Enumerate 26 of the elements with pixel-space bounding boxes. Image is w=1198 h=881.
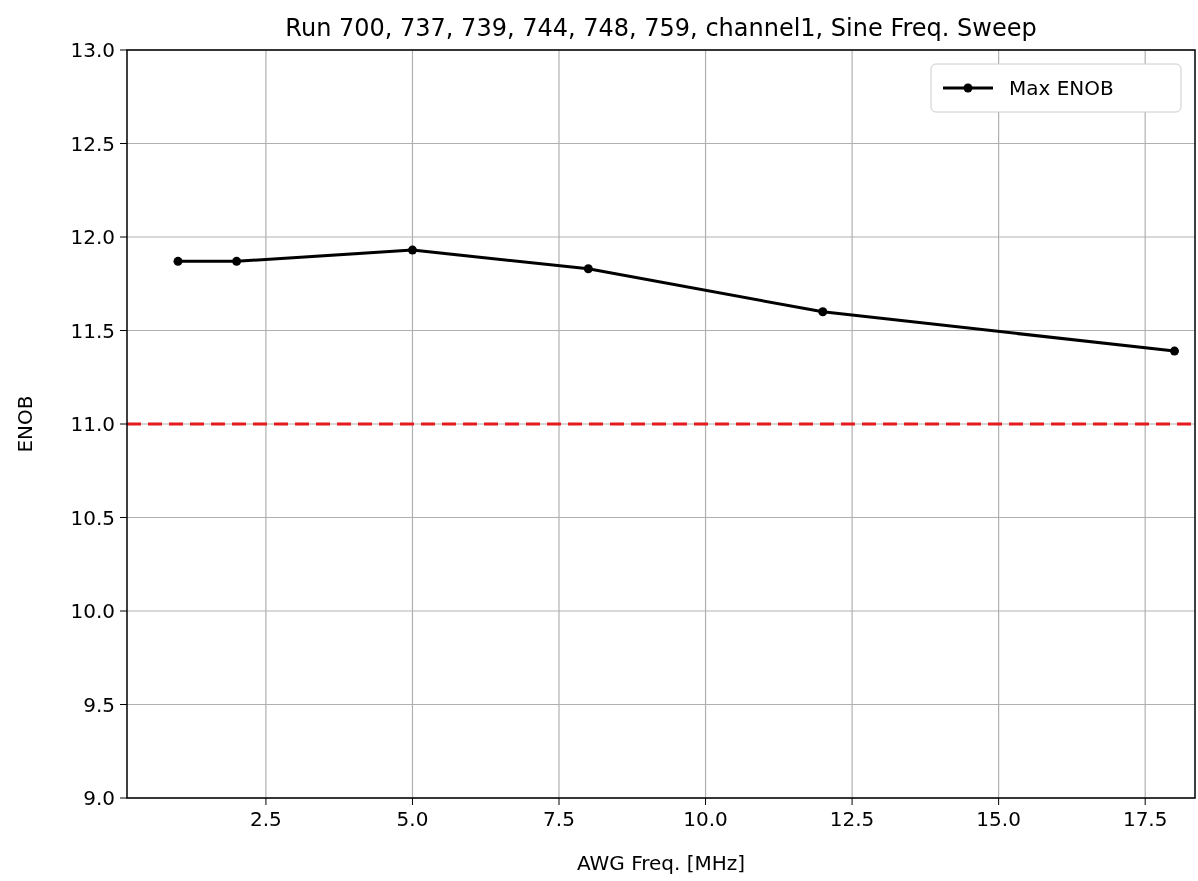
x-tick-label: 17.5	[1122, 807, 1168, 831]
y-tick-label: 12.5	[70, 131, 115, 156]
y-tick-label: 10.0	[70, 599, 115, 623]
y-tick-label: 10.5	[70, 505, 115, 530]
y-tick-label: 11.0	[70, 412, 115, 436]
legend-label: Max ENOB	[1009, 76, 1114, 100]
x-axis-title: AWG Freq. [MHz]	[576, 851, 746, 875]
x-tick-label: 15.0	[976, 807, 1021, 831]
x-tick-label: 12.5	[829, 807, 875, 831]
point	[232, 256, 242, 266]
point	[1169, 346, 1179, 356]
x-tick-label: 7.5	[543, 807, 575, 831]
y-tick-label: 13.0	[70, 38, 115, 62]
point	[818, 307, 828, 317]
x-tick-label: 5.0	[396, 807, 429, 831]
y-tick-label: 9.0	[83, 786, 115, 810]
point	[407, 245, 417, 255]
y-tick-label: 12.0	[70, 225, 115, 249]
point	[583, 264, 593, 274]
y-tick-label: 11.5	[70, 318, 115, 343]
y-tick-label: 9.5	[83, 692, 115, 717]
point	[173, 256, 183, 266]
x-tick-label: 10.0	[683, 807, 728, 831]
chart-title: Run 700, 737, 739, 744, 748, 759, channel1, Sine Freq. Sweep	[285, 14, 1037, 42]
y-axis-title: ENOB	[13, 395, 37, 453]
x-tick-label: 2.5	[250, 807, 282, 831]
